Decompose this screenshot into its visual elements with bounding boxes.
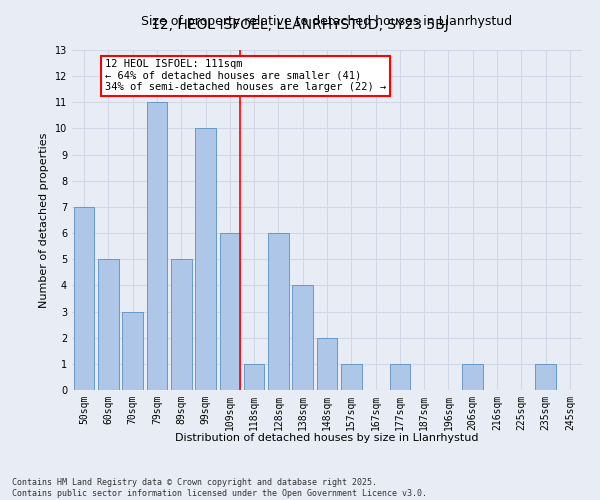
Title: Size of property relative to detached houses in Llanrhystud: Size of property relative to detached ho… — [142, 15, 512, 28]
Text: 12, HEOL ISFOEL, LLANRHYSTUD, SY23 5BJ: 12, HEOL ISFOEL, LLANRHYSTUD, SY23 5BJ — [151, 18, 449, 32]
Y-axis label: Number of detached properties: Number of detached properties — [39, 132, 49, 308]
Bar — [317, 338, 337, 390]
X-axis label: Distribution of detached houses by size in Llanrhystud: Distribution of detached houses by size … — [175, 433, 479, 443]
Bar — [122, 312, 143, 390]
Bar — [244, 364, 265, 390]
Bar — [292, 286, 313, 390]
Bar — [535, 364, 556, 390]
Bar — [268, 233, 289, 390]
Bar — [195, 128, 216, 390]
Text: 12 HEOL ISFOEL: 111sqm
← 64% of detached houses are smaller (41)
34% of semi-det: 12 HEOL ISFOEL: 111sqm ← 64% of detached… — [105, 59, 386, 92]
Bar — [341, 364, 362, 390]
Text: Contains HM Land Registry data © Crown copyright and database right 2025.
Contai: Contains HM Land Registry data © Crown c… — [12, 478, 427, 498]
Bar — [146, 102, 167, 390]
Bar — [98, 259, 119, 390]
Bar — [171, 259, 191, 390]
Bar — [74, 207, 94, 390]
Bar — [220, 233, 240, 390]
Bar — [389, 364, 410, 390]
Bar — [463, 364, 483, 390]
